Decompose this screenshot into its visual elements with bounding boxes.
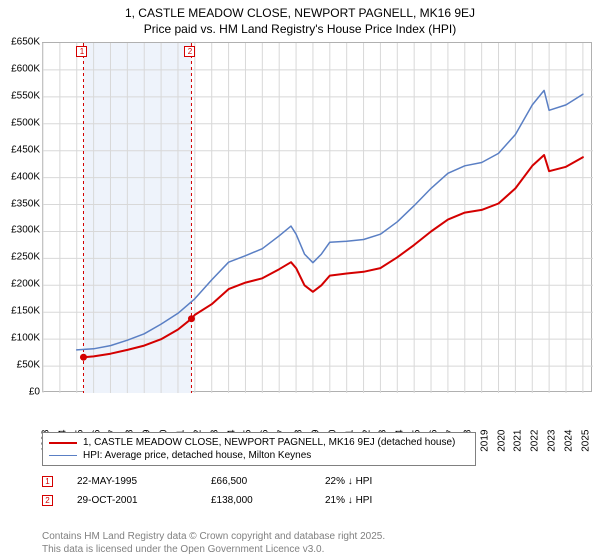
transaction-marker: 2 [42,495,53,506]
y-tick-label: £200K [0,279,40,290]
y-tick-label: £650K [0,37,40,48]
y-tick-label: £100K [0,333,40,344]
legend-label: 1, CASTLE MEADOW CLOSE, NEWPORT PAGNELL,… [83,437,455,448]
x-tick-label: 2023 [547,430,558,460]
legend-item: 1, CASTLE MEADOW CLOSE, NEWPORT PAGNELL,… [49,436,469,449]
y-tick-label: £450K [0,144,40,155]
chart-svg [43,43,591,391]
y-tick-label: £500K [0,117,40,128]
x-tick-label: 2021 [513,430,524,460]
x-tick-label: 2024 [564,430,575,460]
chart-marker-2: 2 [184,46,195,57]
transaction-delta: 22% ↓ HPI [325,476,372,487]
footer-line-1: Contains HM Land Registry data © Crown c… [42,531,385,544]
legend-label: HPI: Average price, detached house, Milt… [83,450,311,461]
chart-container: 1, CASTLE MEADOW CLOSE, NEWPORT PAGNELL,… [0,0,600,560]
transaction-row: 2 29-OCT-2001 £138,000 21% ↓ HPI [42,491,372,510]
y-tick-label: £250K [0,252,40,263]
x-tick-label: 2022 [530,430,541,460]
transactions-table: 1 22-MAY-1995 £66,500 22% ↓ HPI 2 29-OCT-2001… [42,472,372,510]
legend: 1, CASTLE MEADOW CLOSE, NEWPORT PAGNELL,… [42,432,476,466]
y-tick-label: £0 [0,387,40,398]
y-tick-label: £400K [0,171,40,182]
transaction-date: 22-MAY-1995 [77,476,187,487]
x-tick-label: 2019 [479,430,490,460]
legend-swatch [49,442,77,444]
footer-line-2: This data is licensed under the Open Gov… [42,544,385,557]
transaction-price: £138,000 [211,495,301,506]
x-tick-label: 2025 [580,430,591,460]
transaction-delta: 21% ↓ HPI [325,495,372,506]
x-tick-label: 2020 [496,430,507,460]
title-line-2: Price paid vs. HM Land Registry's House … [0,22,600,38]
transaction-price: £66,500 [211,476,301,487]
y-tick-label: £600K [0,63,40,74]
y-tick-label: £50K [0,360,40,371]
y-tick-label: £150K [0,306,40,317]
legend-item: HPI: Average price, detached house, Milt… [49,449,469,462]
chart-plot-area [42,42,592,392]
footer-attribution: Contains HM Land Registry data © Crown c… [42,531,385,556]
y-tick-label: £350K [0,198,40,209]
chart-marker-1: 1 [76,46,87,57]
y-tick-label: £550K [0,90,40,101]
transaction-date: 29-OCT-2001 [77,495,187,506]
legend-swatch [49,455,77,456]
title-block: 1, CASTLE MEADOW CLOSE, NEWPORT PAGNELL,… [0,0,600,39]
transaction-marker: 1 [42,476,53,487]
title-line-1: 1, CASTLE MEADOW CLOSE, NEWPORT PAGNELL,… [0,6,600,22]
y-tick-label: £300K [0,225,40,236]
transaction-row: 1 22-MAY-1995 £66,500 22% ↓ HPI [42,472,372,491]
